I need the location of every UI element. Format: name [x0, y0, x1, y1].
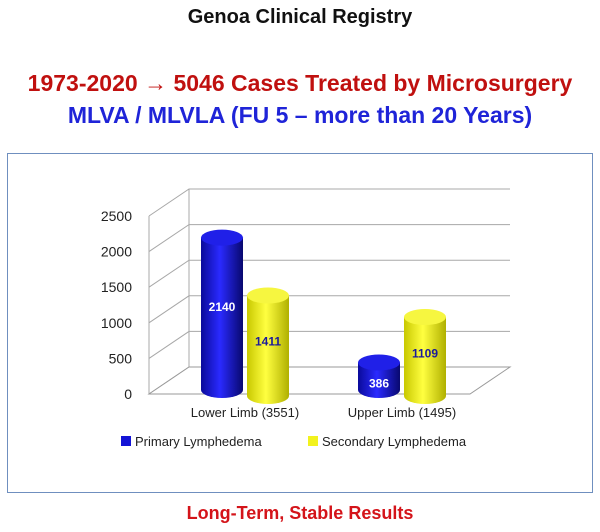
data-label: 386 — [369, 377, 389, 391]
headline-technique: MLVA / MLVLA (FU 5 – more than 20 Years) — [67, 102, 533, 128]
data-label: 1411 — [255, 335, 281, 349]
legend-swatch — [121, 436, 131, 446]
legend-label: Secondary Lymphedema — [322, 434, 467, 449]
arrow-right-icon: → — [144, 70, 168, 96]
bar-chart: 0 500 1000 1500 2000 2500 2140 1411 Lower Limb (… — [101, 188, 512, 449]
headline-cases: 1973-2020 → 5046 Cases Treated by Micros… — [0, 70, 600, 97]
page-title: Genoa Clinical Registry — [187, 6, 413, 28]
bar-top-secondary — [247, 287, 289, 304]
y-tick-label: 1000 — [101, 315, 132, 331]
bar-secondary — [404, 317, 446, 404]
footer-text: Long-Term, Stable Results — [186, 503, 414, 523]
y-tick-label: 2500 — [101, 208, 132, 224]
bar-top-primary — [201, 229, 243, 246]
y-tick-label: 500 — [109, 350, 133, 366]
legend-label: Primary Lymphedema — [135, 434, 262, 449]
bar-primary — [358, 362, 400, 398]
y-tick-label: 2000 — [101, 244, 132, 260]
data-label: 2140 — [209, 300, 236, 314]
bar-primary — [201, 237, 243, 398]
data-label: 1109 — [412, 347, 438, 361]
headline-years: 1973-2020 — [27, 70, 138, 96]
y-tick-label: 1500 — [101, 279, 132, 295]
bar-secondary — [247, 295, 289, 404]
chart-frame: 0 500 1000 1500 2000 2500 2140 1411 Lower Limb (… — [7, 153, 593, 493]
legend-swatch — [308, 436, 318, 446]
bar-top-secondary — [404, 309, 446, 326]
x-category-label: Lower Limb (3551) — [191, 405, 299, 420]
bar-top-primary — [358, 354, 400, 371]
headline-cases-text: 5046 Cases Treated by Microsurgery — [173, 70, 573, 96]
x-category-label: Upper Limb (1495) — [348, 405, 456, 420]
y-tick-label: 0 — [124, 386, 132, 402]
gridline — [148, 188, 510, 217]
